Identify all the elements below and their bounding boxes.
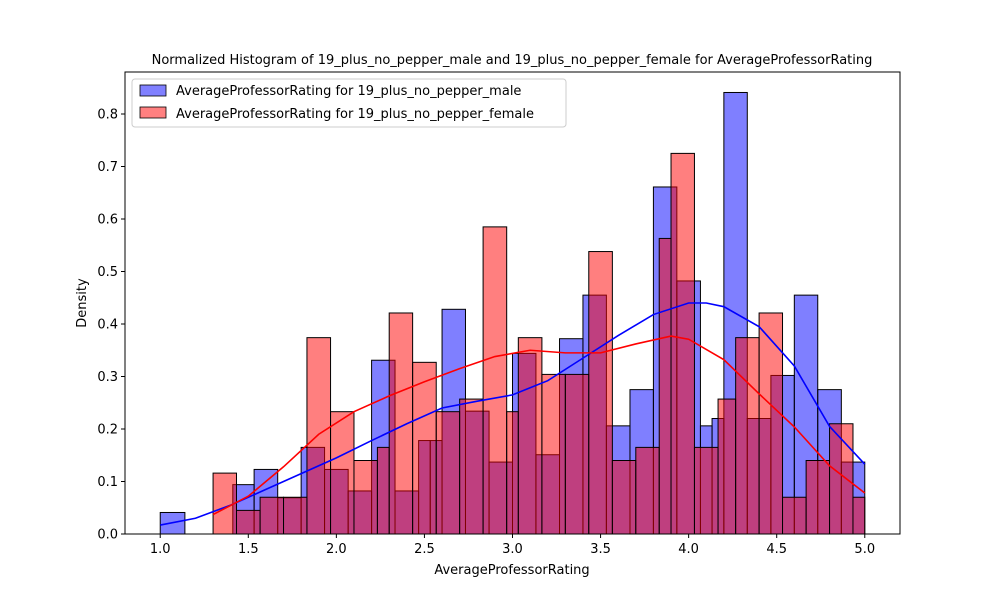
y-tick-label: 0.8 xyxy=(97,108,118,123)
histogram-bar-female xyxy=(658,237,672,535)
y-tick-label: 0.7 xyxy=(97,160,118,175)
histogram-bar-female xyxy=(852,496,866,535)
histogram-bar-female xyxy=(376,446,390,535)
legend: AverageProfessorRating for 19_plus_no_pe… xyxy=(131,78,567,128)
y-tick-label: 0.0 xyxy=(97,528,118,543)
plot-area xyxy=(159,91,866,535)
x-tick-label: 5.0 xyxy=(854,542,875,557)
histogram-bar-female xyxy=(829,423,854,535)
x-tick-label: 1.5 xyxy=(238,542,259,557)
histogram-bar-female xyxy=(541,373,566,535)
histogram-bar-female xyxy=(235,509,261,535)
legend-swatch-male xyxy=(139,84,167,97)
histogram-bar-female xyxy=(693,446,719,535)
y-tick-label: 0.2 xyxy=(97,423,118,438)
histogram-bar-female xyxy=(517,337,543,535)
histogram-bar-female xyxy=(459,398,484,535)
histogram-bar-female xyxy=(482,226,508,535)
y-tick-label: 0.5 xyxy=(97,265,118,280)
x-tick-label: 4.0 xyxy=(678,542,699,557)
y-tick-label: 0.4 xyxy=(97,318,118,333)
histogram-bar-female xyxy=(758,312,784,535)
kde-line-male xyxy=(160,302,866,526)
histogram-bar-female xyxy=(611,460,637,535)
y-axis-label: Density xyxy=(75,278,90,328)
kde-line-female xyxy=(212,335,866,516)
histogram-bar-female xyxy=(735,337,760,535)
x-tick-label: 2.0 xyxy=(326,542,347,557)
legend-box xyxy=(131,78,567,128)
legend-label-female: AverageProfessorRating for 19_plus_no_pe… xyxy=(176,107,534,122)
histogram-bar-female xyxy=(506,411,519,535)
histogram-bar-female xyxy=(259,496,285,535)
histogram-bar-female xyxy=(670,152,695,535)
x-tick-label: 3.0 xyxy=(502,542,523,557)
y-tick-label: 0.6 xyxy=(97,213,118,228)
histogram-bar-female xyxy=(588,251,613,535)
histogram-bar-female xyxy=(306,337,332,535)
histogram-bar-female xyxy=(330,411,355,535)
x-tick-label: 4.5 xyxy=(766,542,787,557)
histogram-bar-female xyxy=(782,496,807,535)
y-tick-label: 0.1 xyxy=(97,475,118,490)
x-tick-label: 1.0 xyxy=(150,542,171,557)
chart-title: Normalized Histogram of 19_plus_no_peppe… xyxy=(152,53,873,68)
histogram-bar-female xyxy=(353,460,378,535)
legend-swatch-female xyxy=(139,106,167,119)
histogram-bar-female xyxy=(805,460,831,535)
histogram-bar-female xyxy=(283,496,308,535)
x-tick-label: 3.5 xyxy=(590,542,611,557)
histogram-bar-female xyxy=(564,373,590,535)
y-tick-label: 0.3 xyxy=(97,370,118,385)
histogram-bar-female xyxy=(717,398,737,535)
x-tick-label: 2.5 xyxy=(414,542,435,557)
x-axis-label: AverageProfessorRating xyxy=(434,563,589,578)
axes: 1.0 1.5 2.0 2.5 3.0 3.5 4.0 4.5 5.0 0.0 0.1 0.2 0.3 0… xyxy=(97,108,875,558)
histogram-bar-female xyxy=(635,446,660,535)
legend-label-male: AverageProfessorRating for 19_plus_no_pe… xyxy=(176,84,521,99)
histogram-bar-female xyxy=(412,361,437,535)
histogram-bar-female xyxy=(435,411,461,535)
